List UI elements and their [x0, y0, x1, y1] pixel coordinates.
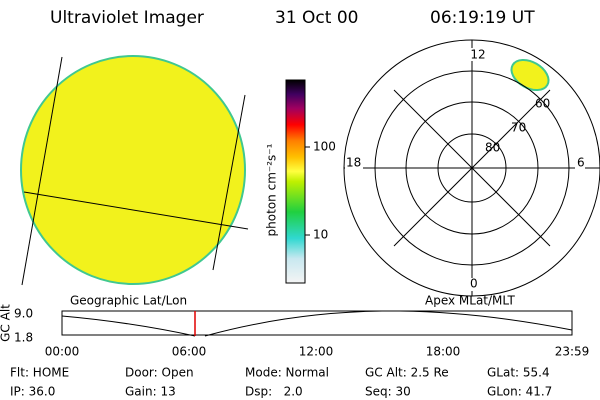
info-field: Seq: 30 — [365, 385, 411, 399]
colorbar: 100 10 photon cm⁻²s⁻¹ — [265, 79, 336, 284]
info-field: GC Alt: 2.5 Re — [365, 366, 449, 380]
x-label: 06:00 — [172, 345, 207, 359]
earth-image — [20, 55, 249, 286]
timeline: Geographic Lat/Lon Apex MLat/MLT 9.0 1.8… — [0, 294, 589, 359]
info-field: GLon: 41.7 — [487, 385, 552, 399]
info-field: Gain: 13 — [125, 385, 176, 399]
y-label: 1.8 — [14, 331, 33, 345]
timeline-title: Apex MLat/MLT — [425, 294, 515, 308]
x-label: 00:00 — [45, 345, 80, 359]
info-field: Mode: Normal — [245, 366, 329, 380]
info-field: GLat: 55.4 — [487, 366, 550, 380]
info-field: Dsp: 2.0 — [245, 385, 303, 399]
colorbar-tick: 100 — [313, 140, 336, 154]
info-field: IP: 36.0 — [10, 385, 55, 399]
mlt-label: 0 — [470, 277, 478, 291]
mlt-label: 12 — [470, 48, 485, 62]
info-panel: Flt: HOME Door: Open Mode: Normal GC Alt: 2… — [10, 366, 552, 399]
polar-plot: 12 18 6 0 60 70 80 — [343, 39, 600, 297]
instrument: Ultraviolet Imager — [50, 8, 204, 28]
x-label: 18:00 — [426, 345, 461, 359]
date: 31 Oct 00 — [275, 8, 358, 28]
lat-label: 60 — [535, 97, 550, 111]
colorbar-tick: 10 — [313, 228, 328, 242]
info-field: Door: Open — [125, 366, 194, 380]
info-field: Flt: HOME — [10, 366, 69, 380]
lat-label: 70 — [511, 121, 526, 135]
x-label: 23:59 — [555, 345, 590, 359]
mlt-label: 18 — [346, 156, 361, 170]
time: 06:19:19 UT — [430, 8, 535, 28]
lat-label: 80 — [485, 141, 500, 155]
mlt-label: 6 — [577, 156, 585, 170]
y-axis-title: GC Alt — [0, 304, 13, 342]
timeline-title: Geographic Lat/Lon — [70, 294, 187, 308]
colorbar-label: photon cm⁻²s⁻¹ — [265, 143, 279, 236]
y-label: 9.0 — [14, 307, 33, 321]
x-label: 12:00 — [299, 345, 334, 359]
